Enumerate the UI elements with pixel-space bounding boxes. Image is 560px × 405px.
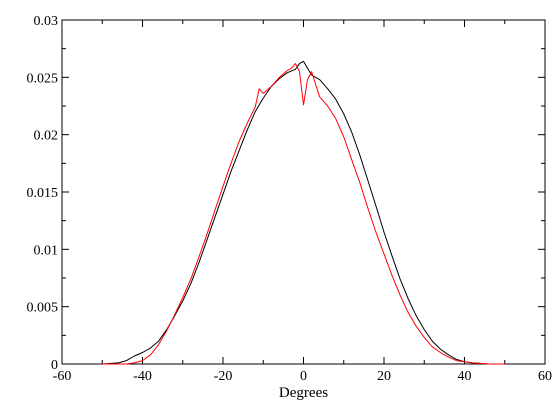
x-tick-label: 0 xyxy=(300,369,307,384)
x-tick-labels: -60 -40 -20 0 20 40 60 xyxy=(53,369,552,384)
series-line-2 xyxy=(102,63,505,365)
x-tick-label: -60 xyxy=(53,369,72,384)
y-tick-labels: 0 0.005 0.01 0.015 0.02 0.025 0.03 xyxy=(27,14,59,373)
y-tick-label: 0.03 xyxy=(34,14,59,29)
y-tick-label: 0.025 xyxy=(27,71,59,86)
x-tick-label: 20 xyxy=(377,369,391,384)
y-tick-label: 0 xyxy=(51,358,58,373)
x-tick-label: 40 xyxy=(458,369,472,384)
y-tick-label: 0.015 xyxy=(27,186,59,201)
x-axis-title: Degrees xyxy=(279,385,328,401)
y-tick-label: 0.02 xyxy=(34,129,59,144)
series-layer xyxy=(102,60,505,365)
x-tick-label: 60 xyxy=(538,369,552,384)
axis-ticks xyxy=(61,19,546,365)
x-tick-label: -40 xyxy=(133,369,152,384)
y-tick-label: 0.005 xyxy=(27,301,59,316)
y-tick-label: 0.01 xyxy=(34,243,59,258)
series-line-1 xyxy=(102,60,505,365)
x-tick-label: -20 xyxy=(214,369,233,384)
plot-frame xyxy=(61,19,546,365)
